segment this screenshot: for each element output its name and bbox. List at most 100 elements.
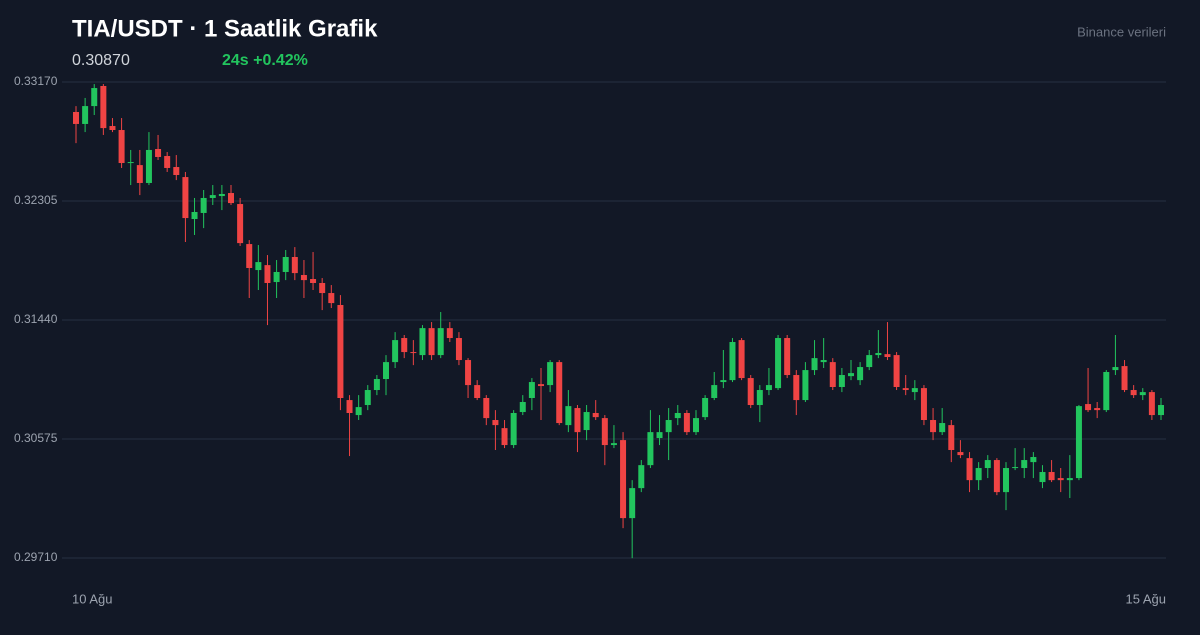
candle-body (1003, 468, 1009, 493)
candle-body (182, 177, 189, 219)
candle-body (838, 375, 845, 387)
candle-body (1021, 460, 1028, 469)
candle-body (100, 85, 107, 129)
candle-body (1048, 472, 1055, 481)
candle-body (711, 385, 718, 399)
candle-body (1039, 472, 1046, 483)
candle-body (209, 195, 216, 198)
y-tick-label: 0.31440 (14, 312, 58, 326)
candle-body (528, 382, 535, 399)
candle-body (1158, 405, 1164, 416)
candle-body (866, 355, 873, 368)
candle-body (373, 379, 380, 391)
candle-body (665, 420, 672, 433)
candle-body (1030, 457, 1037, 463)
candle-body (902, 388, 909, 391)
candle-body (939, 423, 946, 433)
candle-body (118, 130, 125, 164)
candle-body (610, 443, 617, 446)
candle-body (811, 358, 818, 371)
y-tick-label: 0.29710 (14, 550, 58, 564)
candle-body (565, 406, 572, 426)
candle-body (383, 362, 389, 380)
candle-body (492, 420, 499, 426)
candle-body (392, 340, 399, 363)
candle-body (173, 167, 180, 175)
candle-body (1148, 392, 1155, 416)
candle-body (328, 293, 335, 304)
candle-body (455, 338, 462, 361)
candle-body (291, 256, 298, 274)
chart-title: TIA/USDT · 1 Saatlik Grafik (72, 15, 378, 42)
candle-body (920, 388, 927, 421)
candle-body (319, 282, 326, 294)
source: Binance verileri (1077, 24, 1166, 39)
candle-body (300, 275, 307, 281)
candle-body (1112, 367, 1119, 371)
candle-body (857, 367, 864, 381)
candle-body (501, 428, 508, 446)
candle-body (656, 432, 663, 439)
candle-body (264, 265, 271, 283)
candle-body (993, 460, 1000, 493)
candle-body (255, 262, 262, 271)
candle-body (911, 388, 918, 393)
candle-body (465, 360, 472, 386)
candle-body (1094, 408, 1101, 411)
candle-body (200, 197, 207, 213)
candle-body (720, 380, 727, 383)
candle-body (747, 378, 754, 406)
candle-body (519, 401, 526, 413)
candle-body (829, 362, 836, 387)
candle-body (1066, 478, 1073, 481)
candle-body (647, 432, 654, 466)
candle-body (1057, 478, 1064, 481)
candle-body (310, 279, 317, 283)
candle-body (419, 328, 426, 356)
candle-body (82, 106, 89, 124)
candle-body (246, 244, 253, 268)
candle-body (1139, 392, 1146, 396)
candle-body (702, 398, 709, 418)
candle-body (337, 305, 344, 399)
change: 24s +0.42% (222, 52, 308, 69)
candle-body (984, 460, 991, 469)
candle-body (629, 488, 636, 519)
candle-body (127, 162, 134, 164)
candle-body (155, 148, 162, 157)
candle-body (893, 355, 900, 387)
candle-body (756, 390, 763, 406)
candle-body (638, 465, 645, 489)
x-tick-label: 15 Ağu (1126, 591, 1167, 606)
y-tick-label: 0.30575 (14, 431, 58, 445)
candle-body (538, 384, 544, 387)
candle-body (410, 352, 417, 354)
candle-body (282, 256, 289, 272)
candle-body (73, 111, 79, 124)
candle-body (109, 126, 116, 131)
candle-body (547, 362, 554, 386)
candle-body (273, 271, 280, 283)
candle-body (583, 412, 590, 431)
candle-body (574, 408, 581, 433)
candle-body (802, 370, 809, 401)
candle-body (510, 412, 517, 446)
candle-body (401, 338, 408, 353)
candle-body (693, 418, 699, 433)
candle-body (820, 360, 827, 363)
candle-body (966, 458, 973, 481)
candle-body (1130, 390, 1137, 396)
candle-body (957, 452, 964, 456)
candle-body (775, 338, 782, 389)
candle-body (738, 340, 745, 379)
candle-body (784, 338, 791, 376)
candle-body (364, 390, 371, 406)
candle-body (930, 420, 937, 433)
candle-body (483, 398, 490, 419)
candle-body (1121, 366, 1128, 391)
candle-body (437, 328, 444, 356)
candle-body (164, 156, 171, 168)
